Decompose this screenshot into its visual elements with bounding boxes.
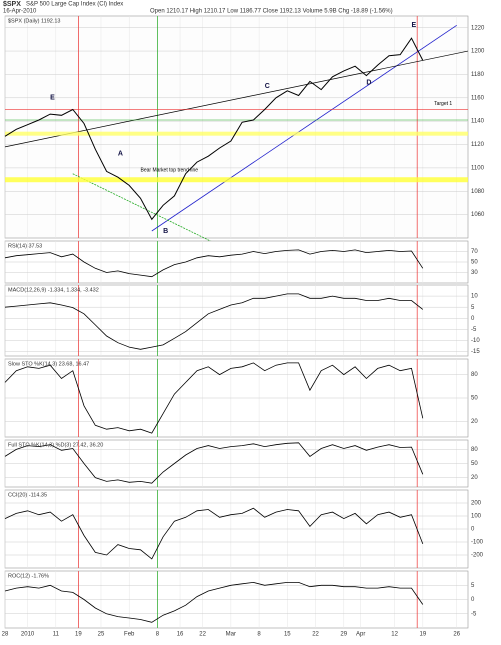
x-tick-label: 11 [53, 632, 60, 638]
x-tick-label: 25 [98, 632, 105, 638]
x-tick-label: 15 [284, 632, 291, 638]
y-tick-label: -5 [471, 327, 477, 333]
y-tick-label: 50 [471, 396, 478, 402]
x-tick-label: 22 [312, 632, 319, 638]
bear-trend-line [72, 173, 277, 274]
y-tick-label: 0 [471, 597, 475, 603]
annotation: C [265, 83, 270, 90]
y-tick-label: 80 [471, 447, 478, 453]
index-name: S&P 500 Large Cap Index (Cl) Index [26, 2, 123, 8]
panel-title: CCI(20) -114.35 [8, 492, 47, 498]
annotation: A [118, 151, 123, 158]
x-tick-label: 16 [177, 632, 184, 638]
annotation: D [366, 79, 371, 86]
x-tick-label: 8 [156, 632, 160, 638]
fib-band [5, 177, 468, 183]
y-tick-label: 1220 [471, 25, 485, 31]
x-tick-label: 19 [75, 632, 82, 638]
x-tick-label: 2010 [21, 632, 35, 638]
y-tick-label: 200 [471, 501, 482, 507]
y-tick-label: 1060 [471, 212, 485, 218]
annotation: Target 1 [434, 101, 452, 107]
y-tick-label: 1160 [471, 95, 485, 101]
series-line [4, 362, 424, 434]
annotation: E [50, 95, 55, 102]
y-tick-label: -5 [471, 611, 477, 617]
y-tick-label: 5 [471, 583, 475, 589]
fib-band [5, 131, 468, 136]
panel-title: Slow STO %K(14,3) 23.68, 16.47 [8, 361, 89, 367]
panel-title: MACD(12,26,9) -1.334, 1.334, -3.432 [8, 287, 99, 293]
series-line [4, 442, 424, 484]
y-tick-label: -200 [471, 553, 484, 559]
y-tick-label: 1080 [471, 189, 485, 195]
x-tick-label: Feb [124, 632, 135, 638]
panel-frame [4, 15, 469, 239]
series-line [4, 37, 424, 221]
y-tick-label: -15 [471, 349, 480, 355]
panel-title: Full STO %K(14,3) %D(3) 27.42, 36.20 [8, 442, 103, 448]
x-tick-label: 8 [257, 632, 261, 638]
y-tick-label: 50 [471, 260, 478, 266]
x-tick-label: 28 [2, 632, 9, 638]
y-tick-label: 80 [471, 372, 478, 378]
series-line [4, 507, 424, 560]
x-tick-label: 19 [419, 632, 426, 638]
y-tick-label: 30 [471, 270, 478, 276]
y-tick-label: 5 [471, 305, 475, 311]
date: 16-Apr-2010 [3, 9, 37, 15]
panel-title: ROC(12) -1.76% [8, 573, 49, 579]
y-tick-label: 50 [471, 461, 478, 467]
y-tick-label: 20 [471, 419, 478, 425]
x-tick-label: 12 [391, 632, 398, 638]
annotation: B [163, 228, 168, 235]
y-tick-label: 1200 [471, 49, 485, 55]
y-tick-label: 0 [471, 316, 475, 322]
y-tick-label: 70 [471, 249, 478, 255]
y-tick-label: -100 [471, 540, 484, 546]
series-line [4, 249, 424, 278]
x-tick-label: Mar [226, 632, 236, 638]
y-tick-label: 1100 [471, 165, 485, 171]
panel-title: RSI(14) 37.53 [8, 243, 42, 249]
y-tick-label: 1140 [471, 119, 485, 125]
y-tick-label: 1180 [471, 72, 485, 78]
y-tick-label: 0 [471, 527, 475, 533]
trend-line [151, 25, 457, 232]
series-line [4, 581, 424, 623]
y-tick-label: 1120 [471, 142, 485, 148]
trend-line [4, 50, 469, 148]
panel-title: $SPX (Daily) 1192.13 [8, 18, 60, 24]
y-tick-label: 100 [471, 514, 482, 520]
x-tick-label: 22 [199, 632, 206, 638]
y-tick-label: -10 [471, 338, 480, 344]
symbol: $SPX [3, 1, 21, 8]
series-line [4, 293, 424, 350]
y-tick-label: 20 [471, 475, 478, 481]
annotation: Bear Market top trend line [141, 168, 199, 174]
x-tick-label: 26 [453, 632, 460, 638]
quote: Open 1210.17 High 1210.17 Low 1186.77 Cl… [150, 9, 393, 15]
y-tick-label: 10 [471, 294, 478, 300]
panel-frame [4, 284, 469, 357]
annotation: E [412, 22, 417, 29]
x-tick-label: Apr [356, 632, 365, 638]
x-tick-label: 29 [340, 632, 347, 638]
